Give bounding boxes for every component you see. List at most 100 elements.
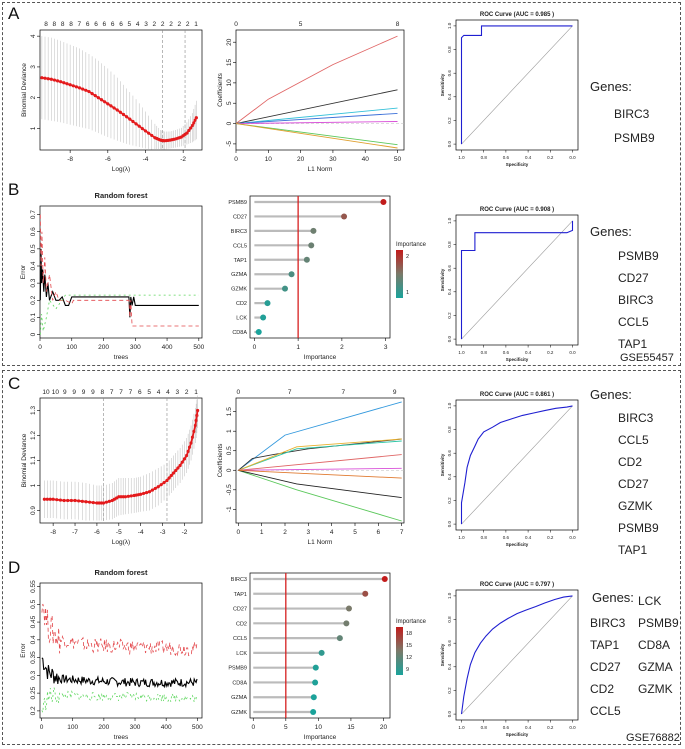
importance-dot [310, 709, 317, 715]
importance-dot [343, 620, 350, 627]
y-tick-label: 0.2 [447, 497, 452, 504]
x-tick-label: 0.6 [503, 350, 510, 355]
roc-curve-plot-d: ROC Curve (AUC = 0.797 ) 1.0 0.8 0.6 0.4 0.2 0… [440, 582, 579, 737]
y-tick-label: -0.5 [226, 484, 233, 496]
category-label: CCL5 [233, 243, 247, 249]
error-series-line [39, 214, 199, 327]
x-tick-label: 1 [260, 529, 264, 536]
random-forest-error-plot-d: Random forest 0 100 200 300 400 500 0.2 0.25 0.3 0… [20, 568, 203, 741]
x-tick-label: 0.4 [525, 535, 532, 540]
x-tick-label: 0.8 [481, 725, 488, 730]
y-axis-label: Error [20, 642, 27, 657]
category-label: GZMK [231, 710, 247, 716]
legend-colorbar [396, 250, 403, 298]
y-axis-label: Binomial Deviance [21, 63, 28, 117]
x-tick-label: 400 [161, 724, 172, 731]
importance-dot [380, 199, 387, 205]
y-tick-label: 20 [226, 38, 233, 46]
y-tick-label: 0.6 [30, 227, 37, 236]
genes-title: Genes: [592, 590, 634, 605]
x-axis-label: Specificity [506, 357, 529, 362]
y-tick-label: 0.0 [447, 140, 452, 147]
gene-label: GZMK [638, 682, 673, 696]
y-axis-label: Coefficients [217, 443, 224, 478]
roc-curve-plot-a: ROC Curve (AUC = 0.985 ) 1.0 0.8 0.6 0.4 0.2 0… [440, 12, 579, 167]
top-tick-label: 6 [103, 21, 107, 28]
coefficient-path [235, 89, 398, 125]
top-tick-label: 3 [175, 389, 179, 396]
top-tick-label: 5 [128, 21, 132, 28]
panel-label-a: A [8, 4, 20, 23]
roc-curve-plot-b: ROC Curve (AUC = 0.908 ) 1.0 0.8 0.6 0.4 0.2 0… [440, 207, 579, 362]
x-tick-label: 7 [400, 529, 404, 536]
y-tick-label: 0.6 [447, 265, 452, 272]
plot-frame [235, 29, 405, 151]
importance-dot [303, 256, 310, 263]
y-tick-label: 0.4 [447, 93, 452, 100]
x-axis-label: L1 Norm [308, 166, 333, 173]
top-tick-label: 2 [169, 21, 173, 28]
rf-title: Random forest [95, 568, 148, 577]
deviance-curve [41, 76, 198, 142]
x-tick-label: 100 [67, 724, 78, 731]
coefficient-path [235, 123, 398, 146]
top-tick-label: 8 [61, 21, 65, 28]
error-series-line [39, 248, 199, 318]
x-tick-label: 2 [283, 529, 287, 536]
x-tick-label: 0 [251, 724, 255, 731]
top-tick-label: 0 [237, 389, 241, 396]
y-tick-label: 0.9 [30, 506, 37, 515]
x-axis-label: Importance [304, 734, 337, 741]
x-tick-label: 0.0 [569, 535, 576, 540]
error-series-line [41, 603, 198, 657]
y-tick-label: 1.0 [447, 217, 452, 224]
importance-dot [310, 227, 317, 234]
importance-dotplot-b: PSMB9 CD27 BIRC3 CCL5 TAP1 GZMA GZMK CD2 LCK CD8A… [228, 195, 427, 361]
y-tick-label: 0.3 [30, 278, 37, 287]
top-tick-label: 2 [161, 21, 165, 28]
top-tick-label: 2 [178, 21, 182, 28]
x-tick-label: -4 [138, 529, 144, 536]
top-tick-label: 9 [82, 389, 86, 396]
top-tick-label: 4 [157, 389, 161, 396]
top-tick-label: 7 [342, 389, 346, 396]
x-tick-label: 0.8 [481, 535, 488, 540]
gene-label: CD27 [618, 477, 649, 491]
x-tick-label: 40 [362, 156, 370, 163]
random-forest-error-plot-b: Random forest 0 100 200 300 400 500 0 0.1 0.2 0.3 0… [20, 191, 205, 361]
top-tick-label: 5 [147, 389, 151, 396]
y-tick-label: 0.0 [447, 520, 452, 527]
y-tick-label: 3 [30, 65, 37, 69]
error-series-line [41, 687, 198, 713]
genes-list-b: Genes: PSMB9 CD27 BIRC3 CCL5 TAP1 [590, 225, 680, 365]
y-tick-label: 1.0 [447, 22, 452, 29]
importance-dotplot-d: BIRC3 TAP1 CD27 CD2 CCL5 LCK PSMB9 CD8A GZMA GZMK… [228, 572, 427, 741]
importance-dot [345, 605, 352, 612]
legend-title: Importance [396, 242, 427, 248]
y-tick-label: 0.5 [226, 446, 233, 455]
y-tick-label: 0.2 [30, 295, 37, 304]
top-tick-label: 9 [72, 389, 76, 396]
top-tick-label: 7 [119, 389, 123, 396]
coefficient-path [238, 438, 402, 471]
x-tick-label: -6 [94, 529, 100, 536]
x-axis-label: Importance [304, 354, 337, 361]
genes-list-c: Genes: BIRC3 CCL5 CD2 CD27 GZMK PSMB9 TA… [590, 388, 680, 556]
legend-tick-label: 12 [406, 655, 412, 661]
diagonal-reference [461, 25, 573, 145]
coefficient-path [238, 454, 402, 471]
y-tick-label: 0.0 [447, 335, 452, 342]
legend-tick-label: 9 [406, 667, 409, 673]
coefficient-path [238, 440, 402, 471]
gene-label: CCL5 [618, 315, 649, 329]
error-series-line [41, 657, 198, 689]
x-tick-label: 0.4 [525, 155, 532, 160]
legend-colorbar [396, 627, 403, 675]
y-tick-label: 0 [226, 121, 233, 125]
y-axis-label: Coefficients [217, 72, 224, 107]
top-tick-label: 10 [42, 389, 50, 396]
legend-tick-label: 15 [406, 643, 412, 649]
x-axis-label: Specificity [506, 542, 529, 547]
top-tick-label: 4 [136, 21, 140, 28]
x-tick-label: -7 [72, 529, 78, 536]
